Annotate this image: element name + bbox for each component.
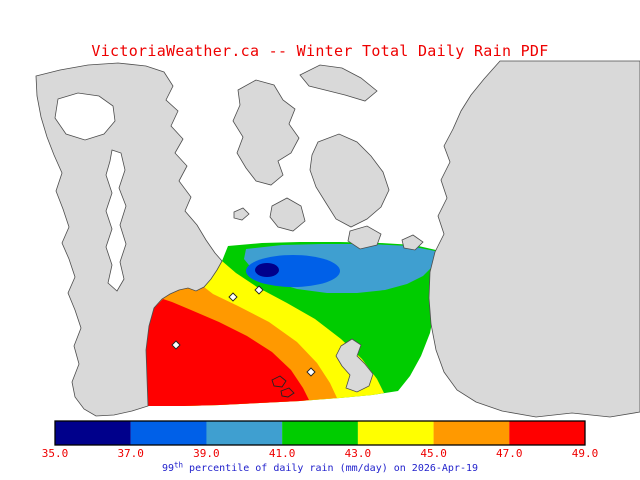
- contour-band-47-49: [146, 299, 309, 406]
- caption-base: 99: [162, 463, 174, 474]
- caption-superscript: th: [174, 461, 183, 470]
- station-diamond-icon: [254, 285, 264, 295]
- saanich-inlet: [105, 149, 127, 292]
- station-markers: [171, 285, 316, 377]
- colorbar-segment: [206, 421, 283, 445]
- colorbar-segment: [130, 421, 207, 445]
- island-in-strait: [335, 338, 374, 393]
- station-diamond-icon: [228, 292, 238, 302]
- colorbar-tick-label: 41.0: [269, 447, 296, 460]
- plot-title: VictoriaWeather.ca -- Winter Total Daily…: [91, 42, 548, 60]
- colorbar-caption: 99th percentile of daily rain (mm/day) o…: [162, 461, 478, 475]
- colorbar-tick-label: 49.0: [572, 447, 599, 460]
- colorbar-tick-label: 39.0: [193, 447, 220, 460]
- colorbar-segment: [357, 421, 434, 445]
- colorbar-segment: [282, 421, 358, 445]
- colorbar-tick-label: 47.0: [496, 447, 523, 460]
- colorbar-segment: [55, 421, 131, 445]
- land-vancouver-island: [35, 62, 223, 417]
- islet-outline-2: [280, 387, 295, 398]
- islet-west: [233, 207, 250, 221]
- island-galiano: [299, 64, 378, 102]
- island-saltspring: [232, 79, 300, 186]
- colorbar-segment: [509, 421, 586, 445]
- islet-outline-1: [271, 375, 287, 388]
- colorbar-tick-label: 35.0: [42, 447, 69, 460]
- station-diamond-icon: [171, 340, 181, 350]
- land-mainland: [428, 60, 640, 418]
- colorbar-segment: [433, 421, 510, 445]
- island-small-south: [347, 225, 382, 250]
- coastlines: [35, 60, 640, 418]
- colorbar-tick-label: 37.0: [117, 447, 144, 460]
- contour-band-37-39: [246, 255, 340, 287]
- colorbar-tick-label: 43.0: [345, 447, 372, 460]
- bay-inlet: [54, 92, 116, 141]
- colorbar-tick-label: 45.0: [420, 447, 447, 460]
- colorbar-border: [54, 420, 586, 446]
- islet-east: [401, 234, 424, 251]
- station-diamond-icon: [306, 367, 316, 377]
- contour-band-35-37: [255, 263, 279, 277]
- island-sanjuan: [309, 133, 390, 228]
- caption-rest: percentile of daily rain (mm/day) on 202…: [183, 463, 478, 474]
- island-small-west: [269, 197, 306, 232]
- colorbar: 35.0 37.0 39.0 41.0 43.0 45.0 47.0 49.0: [42, 420, 599, 460]
